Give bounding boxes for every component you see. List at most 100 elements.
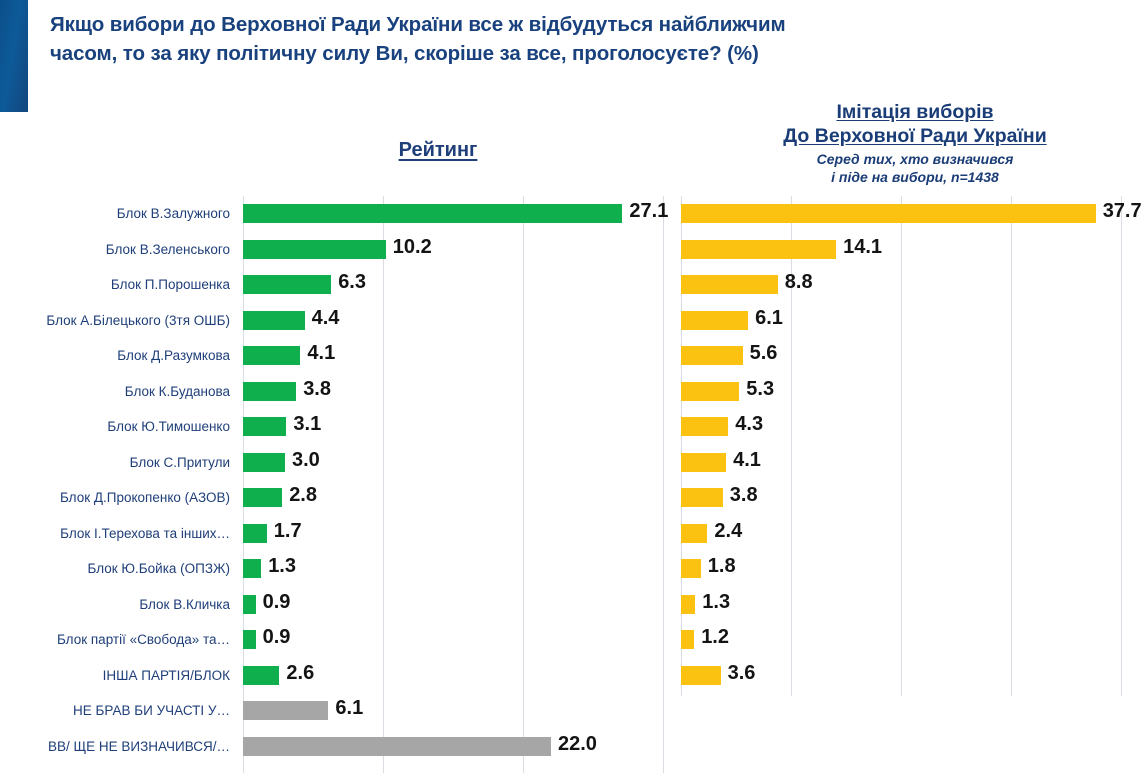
bar[interactable] <box>681 346 743 365</box>
bar[interactable] <box>681 594 696 614</box>
category-label-text: Блок Д.Прокопенко (АЗОВ) <box>59 490 230 506</box>
bar-row: 6.1 <box>243 693 663 729</box>
category-label: ВВ/ ЩЕ НЕ ВИЗНАЧИВСЯ/… <box>0 729 238 765</box>
bar-value-label: 22.0 <box>558 732 597 755</box>
bar[interactable] <box>681 665 721 685</box>
gridline <box>243 196 244 773</box>
bar[interactable] <box>681 630 695 649</box>
category-label-text: Блок К.Буданова <box>124 383 230 399</box>
bar-row: 8.8 <box>681 267 1121 303</box>
bar[interactable] <box>681 488 723 507</box>
bar-row: 4.1 <box>243 338 663 374</box>
category-label: Блок Ю.Бойка (ОПЗЖ) <box>0 551 238 587</box>
category-label-text: ІНША ПАРТІЯ/БЛОК <box>102 667 230 683</box>
bar-row: 4.1 <box>681 445 1121 481</box>
bar[interactable] <box>243 594 256 614</box>
bar[interactable] <box>681 275 778 294</box>
bar-row: 14.1 <box>681 232 1121 268</box>
bar[interactable] <box>681 559 701 578</box>
bar-value-label: 4.1 <box>733 448 761 471</box>
bar[interactable] <box>681 310 749 330</box>
bar-row: 2.8 <box>243 480 663 516</box>
category-label-text: Блок П.Порошенка <box>110 277 230 293</box>
bar[interactable] <box>243 736 551 756</box>
bar-row: 1.2 <box>681 622 1121 658</box>
bar-value-label: 2.8 <box>289 484 317 506</box>
category-label: Блок Д.Прокопенко (АЗОВ) <box>0 480 238 516</box>
category-label: Блок Ю.Тимошенко <box>0 409 238 445</box>
bar-value-label: 1.8 <box>707 555 736 577</box>
bar-value-label: 37.7 <box>1102 200 1142 222</box>
bar[interactable] <box>243 381 297 401</box>
bar-value-label: 6.3 <box>338 271 366 293</box>
bar-row: 10.2 <box>243 232 663 268</box>
bar-row: 3.0 <box>243 445 663 481</box>
bar-value-label: 4.1 <box>307 342 336 364</box>
bar-value-label: 1.3 <box>702 590 731 613</box>
bar[interactable] <box>243 559 262 578</box>
bar[interactable] <box>681 239 837 259</box>
category-label-text: Блок Ю.Бойка (ОПЗЖ) <box>87 561 230 577</box>
gridline <box>901 196 902 696</box>
bar-value-label: 1.7 <box>273 519 302 542</box>
bar[interactable] <box>243 310 305 330</box>
category-label: Блок В.Кличка <box>0 587 238 623</box>
bar[interactable] <box>681 204 1096 223</box>
bar[interactable] <box>243 630 256 649</box>
category-label-text: Блок В.Кличка <box>139 596 230 612</box>
bar[interactable] <box>243 204 623 223</box>
bar-row: 5.3 <box>681 374 1121 410</box>
category-label-text: Блок І.Терехова та інших… <box>60 525 230 541</box>
bar-row: 5.6 <box>681 338 1121 374</box>
gridline <box>523 196 524 773</box>
bar[interactable] <box>681 381 740 401</box>
bar-row: 1.7 <box>243 516 663 552</box>
bar[interactable] <box>243 665 280 685</box>
bar-value-label: 4.3 <box>735 413 764 435</box>
category-label-text: Блок партії «Свобода» та… <box>56 632 230 648</box>
bar-row: 2.6 <box>243 658 663 694</box>
bar-value-label: 27.1 <box>629 200 669 222</box>
bar[interactable] <box>681 523 708 543</box>
bar[interactable] <box>243 452 285 472</box>
bar-value-label: 3.8 <box>729 484 758 506</box>
bar-row: 2.4 <box>681 516 1121 552</box>
bar-row: 1.3 <box>681 587 1121 623</box>
bar[interactable] <box>243 275 332 294</box>
category-label: Блок С.Притули <box>0 445 238 481</box>
bar[interactable] <box>681 417 729 436</box>
bar-row: 3.8 <box>681 480 1121 516</box>
bar[interactable] <box>681 452 727 472</box>
category-label: Блок К.Буданова <box>0 374 238 410</box>
rating-chart-plot: 27.1 10.2 6.3 4.4 4.1 3.8 3.1 3.0 2.8 1.7 1.3 0.9 0.… <box>243 196 668 773</box>
bar[interactable] <box>243 346 301 365</box>
simulation-header-line-1: Імітація виборів <box>836 101 994 123</box>
page-title: Якщо вибори до Верховної Ради України вс… <box>50 10 930 68</box>
category-label: Блок І.Терехова та інших… <box>0 516 238 552</box>
category-label-text: Блок С.Притули <box>129 454 230 470</box>
category-label-text: Блок В.Зеленського <box>105 241 230 257</box>
bar-value-label: 3.6 <box>727 661 756 684</box>
bar[interactable] <box>243 523 267 543</box>
category-label-text: НЕ БРАВ БИ УЧАСТІ У… <box>73 703 230 719</box>
bar-value-label: 4.4 <box>311 306 340 329</box>
category-label: Блок партії «Свобода» та… <box>0 622 238 658</box>
bar-row: 0.9 <box>243 622 663 658</box>
bar[interactable] <box>243 239 386 259</box>
bar[interactable] <box>243 488 283 507</box>
question-line-1: Якщо вибори до Верховної Ради України вс… <box>50 13 786 36</box>
category-label-text: Блок Ю.Тимошенко <box>107 419 230 435</box>
rating-column-header: Рейтинг <box>398 139 478 161</box>
category-label: НЕ БРАВ БИ УЧАСТІ У… <box>0 693 238 729</box>
simulation-subtitle-line-1: Серед тих, хто визначився <box>816 151 1014 167</box>
simulation-subtitle-line-2: і піде на вибори, n=1438 <box>831 169 999 185</box>
bar-value-label: 1.2 <box>701 626 729 648</box>
simulation-chart-plot: 37.7 14.1 8.8 6.1 5.6 5.3 4.3 4.1 3.8 2.4 1.8 1.3 1.… <box>681 196 1142 696</box>
bar[interactable] <box>243 417 287 436</box>
bar-value-label: 10.2 <box>392 235 432 258</box>
bar-value-label: 6.1 <box>755 306 783 329</box>
bar-row: 22.0 <box>243 729 663 765</box>
gridline <box>791 196 792 696</box>
bar[interactable] <box>243 701 329 720</box>
category-label: Блок Д.Разумкова <box>0 338 238 374</box>
